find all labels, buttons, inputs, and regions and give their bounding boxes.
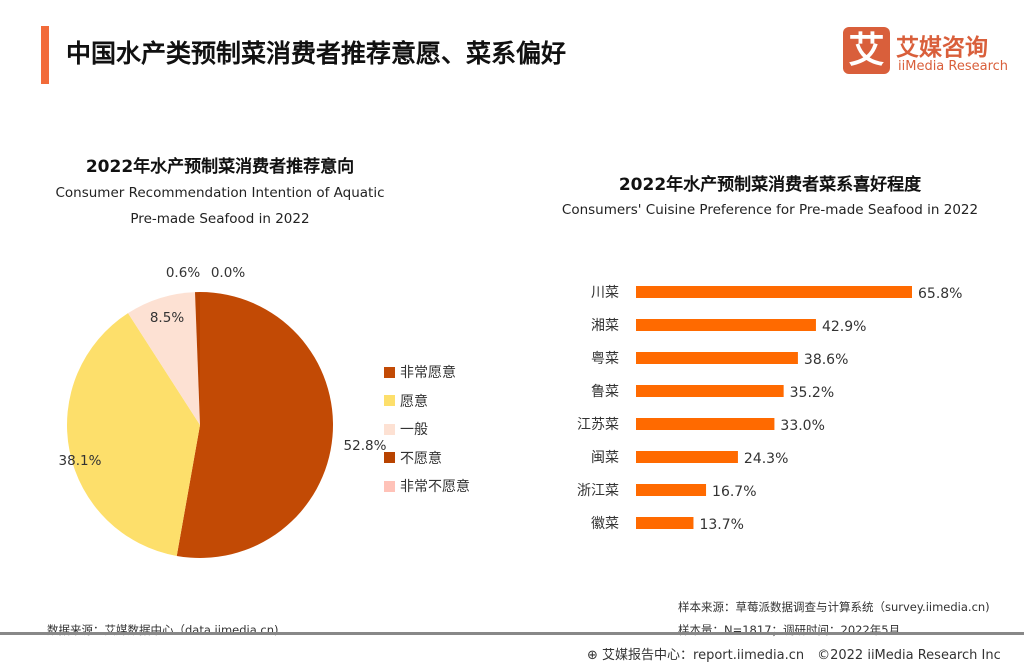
bar-category-4: 江苏菜 — [577, 417, 619, 433]
pie-subtitle-1: Consumer Recommendation Intention of Aqu… — [55, 185, 385, 201]
logo-mark: 艾 — [843, 27, 890, 74]
bar-value-0: 65.8% — [918, 286, 962, 302]
bar-category-6: 浙江菜 — [577, 483, 619, 499]
legend-label: 一般 — [400, 422, 428, 439]
bar-value-5: 24.3% — [744, 451, 788, 467]
legend-label: 非常不愿意 — [400, 479, 470, 496]
legend-swatch — [384, 480, 395, 492]
legend-label: 不愿意 — [400, 450, 442, 467]
pie-legend: 非常愿意愿意一般不愿意非常不愿意 — [384, 358, 470, 501]
legend-item-2: 一般 — [384, 415, 470, 444]
data-source: 数据来源：艾媒数据中心（data.iimedia.cn) — [47, 623, 279, 637]
bar-value-2: 38.6% — [804, 352, 848, 368]
bar-title: 2022年水产预制菜消费者菜系喜好程度 — [618, 175, 922, 195]
bar-category-0: 川菜 — [591, 285, 619, 301]
bar-value-6: 16.7% — [712, 484, 756, 500]
pie-slice-1 — [67, 313, 200, 556]
bar-1 — [636, 319, 816, 331]
report-text: 艾媒报告中心：report.iimedia.cn ©2022 iiMedia R… — [602, 648, 1001, 663]
globe-icon: ⊕ — [587, 648, 598, 663]
bar-2 — [636, 352, 798, 364]
footer-divider — [0, 632, 1024, 635]
legend-item-4: 非常不愿意 — [384, 472, 470, 501]
legend-label: 非常愿意 — [400, 365, 456, 382]
bar-subtitle: Consumers' Cuisine Preference for Pre-ma… — [561, 202, 979, 218]
bar-category-2: 粤菜 — [591, 351, 619, 367]
legend-label: 愿意 — [400, 393, 428, 410]
logo-cn: 艾媒咨询 — [896, 35, 988, 61]
report-footer: ⊕ 艾媒报告中心：report.iimedia.cn ©2022 iiMedia… — [587, 644, 1001, 663]
bar-category-5: 闽菜 — [591, 450, 619, 466]
pie-slice-3 — [194, 292, 200, 425]
pie-chart: 52.8% 38.1% 8.5% 0.6% 0.0% — [59, 265, 387, 558]
legend-swatch — [384, 452, 395, 464]
bar-5 — [636, 451, 738, 463]
legend-item-0: 非常愿意 — [384, 358, 470, 387]
pie-label-3: 0.6% — [166, 265, 200, 281]
sample-size: 样本量：N=1817；调研时间：2022年5月 — [678, 623, 901, 637]
pie-subtitle-2: Pre-made Seafood in 2022 — [130, 211, 310, 227]
page-title: 中国水产类预制菜消费者推荐意愿、菜系偏好 — [66, 39, 567, 68]
pie-title: 2022年水产预制菜消费者推荐意向 — [85, 157, 355, 177]
pie-label-0: 52.8% — [344, 438, 387, 454]
bar-chart: 川菜 65.8% 湘菜 42.9% 粤菜 38.6% 鲁菜 35.2% 江苏菜 33.0% 闽菜 24… — [577, 285, 962, 533]
bar-6 — [636, 484, 707, 496]
bar-category-1: 湘菜 — [591, 318, 619, 334]
logo-en: iiMedia Research — [898, 59, 1009, 74]
legend-swatch — [384, 366, 395, 378]
pie-label-1: 38.1% — [59, 453, 102, 469]
sample-source: 样本来源：草莓派数据调查与计算系统（survey.iimedia.cn) — [678, 600, 990, 614]
pie-slice-0 — [176, 292, 334, 558]
bar-category-3: 鲁菜 — [591, 384, 619, 400]
bar-value-4: 33.0% — [780, 418, 824, 434]
legend-item-3: 不愿意 — [384, 444, 470, 473]
pie-slice-2 — [128, 292, 200, 425]
bar-value-3: 35.2% — [790, 385, 834, 401]
bar-value-7: 13.7% — [699, 517, 743, 533]
bar-category-7: 徽菜 — [591, 516, 619, 532]
title-accent-bar — [41, 26, 49, 84]
legend-swatch — [384, 395, 395, 407]
legend-swatch — [384, 423, 395, 435]
bar-value-1: 42.9% — [822, 319, 866, 335]
pie-label-4: 0.0% — [211, 265, 245, 281]
bar-0 — [636, 286, 912, 298]
bar-3 — [636, 385, 784, 397]
legend-item-1: 愿意 — [384, 387, 470, 416]
bar-7 — [636, 517, 694, 529]
bar-4 — [636, 418, 775, 430]
pie-label-2: 8.5% — [150, 310, 184, 326]
